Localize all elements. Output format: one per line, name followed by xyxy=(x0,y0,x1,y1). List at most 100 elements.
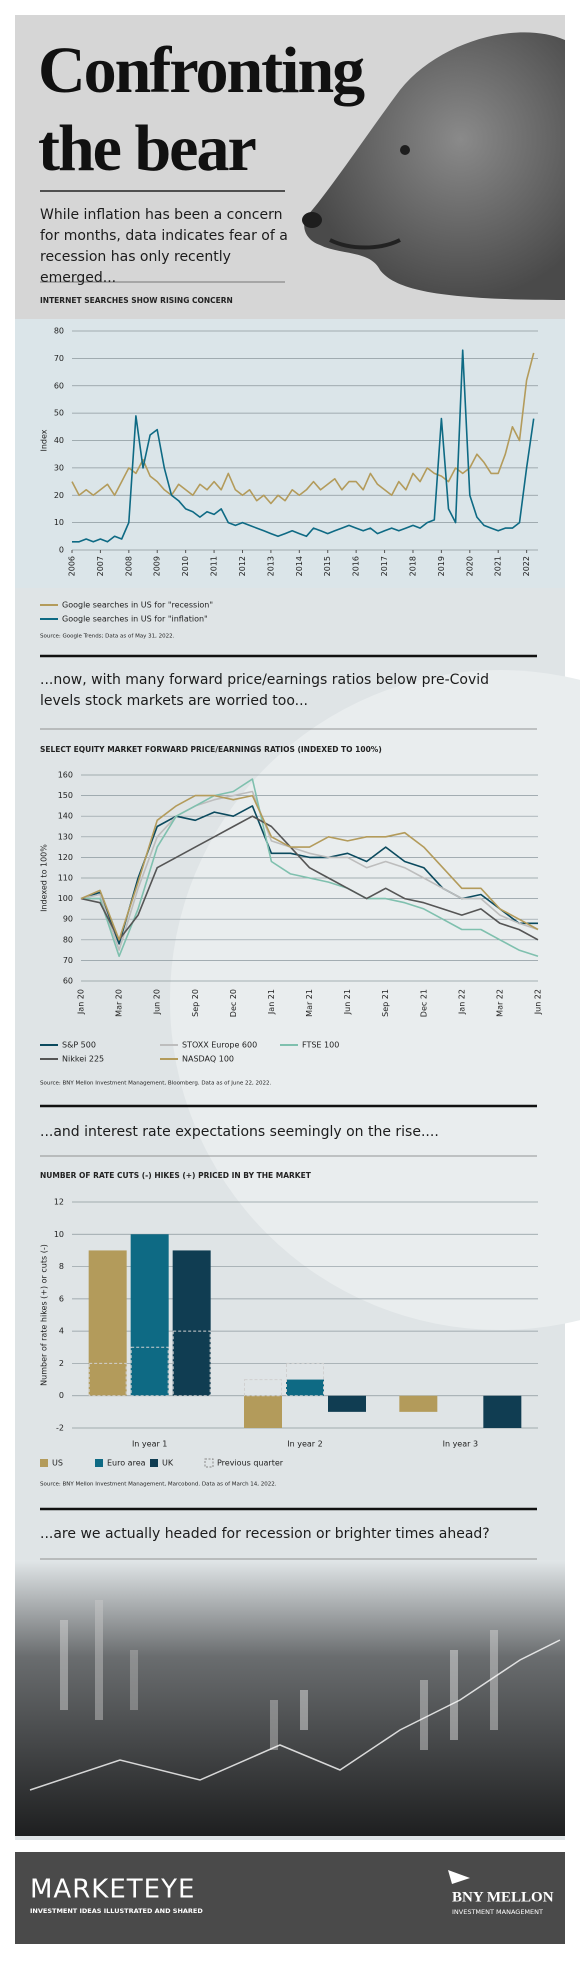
chart-panel xyxy=(15,319,565,588)
x-tick-label: 2006 xyxy=(68,556,77,576)
bar xyxy=(399,1395,438,1412)
bar xyxy=(172,1250,211,1396)
x-tick-label: 2016 xyxy=(352,556,361,576)
series-line xyxy=(81,778,539,958)
y-tick-label: 120 xyxy=(58,853,73,862)
footer-division: INVESTMENT MANAGEMENT xyxy=(452,1908,543,1916)
y-tick-label: 90 xyxy=(63,915,73,924)
legend-label: STOXX Europe 600 xyxy=(182,1041,257,1050)
footer-tagline: INVESTMENT IDEAS ILLUSTRATED AND SHARED xyxy=(30,1907,203,1915)
footer-band xyxy=(15,1852,565,1944)
x-tick-label: Jan 20 xyxy=(77,989,86,1015)
title-line: Confronting xyxy=(38,34,365,107)
y-tick-label: 6 xyxy=(59,1294,64,1303)
x-tick-label: Sep 20 xyxy=(191,989,200,1017)
previous-bar xyxy=(172,1330,211,1397)
x-tick-label: 2020 xyxy=(465,556,474,576)
page-title: Confronting the bear xyxy=(38,32,365,188)
x-tick-label: 2011 xyxy=(210,556,219,576)
x-tick-label: Mar 22 xyxy=(495,989,504,1017)
legend-label: Nikkei 225 xyxy=(62,1055,104,1064)
bar xyxy=(286,1379,324,1396)
x-tick-label: Dec 20 xyxy=(229,989,238,1017)
y-tick-label: 8 xyxy=(59,1262,64,1271)
narrative: ...and interest rate expectations seemin… xyxy=(40,1124,439,1140)
legend-label: Euro area xyxy=(107,1459,146,1468)
bear-nose xyxy=(302,212,322,228)
bear-mouth xyxy=(329,238,401,250)
legend-label: S&P 500 xyxy=(62,1041,96,1050)
series-line xyxy=(80,794,539,941)
y-tick-label: 110 xyxy=(58,874,73,883)
x-tick-label: 2014 xyxy=(295,556,304,576)
legend-label: FTSE 100 xyxy=(302,1041,339,1050)
y-tick-label: 140 xyxy=(58,812,73,821)
bar xyxy=(130,1234,169,1396)
previous-bar xyxy=(130,1346,169,1397)
y-tick-label: 80 xyxy=(54,327,64,336)
legend-swatch xyxy=(95,1459,103,1467)
footer-company: BNY MELLON xyxy=(452,1889,554,1905)
x-tick-label: Sep 21 xyxy=(381,989,390,1017)
x-tick-label: 2017 xyxy=(380,556,389,576)
title-line: the bear xyxy=(38,112,257,185)
x-tick-label: 2021 xyxy=(494,556,503,576)
y-tick-label: 40 xyxy=(54,436,64,445)
source-note: Source: BNY Mellon Investment Management… xyxy=(40,1482,277,1488)
y-tick-label: 150 xyxy=(58,791,73,800)
logo-mark xyxy=(448,1870,470,1884)
bar xyxy=(328,1395,366,1412)
chart-title: INTERNET SEARCHES SHOW RISING CONCERN xyxy=(40,296,233,305)
legend-label: Previous quarter xyxy=(217,1459,284,1468)
x-tick-label: 2008 xyxy=(124,556,133,576)
x-tick-label: 2009 xyxy=(153,556,162,576)
series-line xyxy=(80,815,539,941)
bar xyxy=(244,1395,282,1428)
footer-brand: MARKETEYE xyxy=(30,1875,195,1905)
y-axis-label: Index xyxy=(40,429,49,451)
x-tick-label: 2022 xyxy=(522,556,531,576)
series-line xyxy=(71,352,535,505)
y-tick-label: 20 xyxy=(54,491,64,500)
x-tick-label: Jun 21 xyxy=(343,989,352,1015)
backdrop-circle xyxy=(170,670,580,1330)
y-tick-label: 4 xyxy=(59,1327,64,1336)
source-note: Source: Google Trends; Data as of May 31… xyxy=(40,634,175,640)
x-tick-label: Jun 20 xyxy=(153,989,162,1015)
photo-backdrop xyxy=(15,1560,565,1836)
x-tick-label: In year 2 xyxy=(287,1440,322,1449)
y-tick-label: 10 xyxy=(54,518,64,527)
candles-decoration xyxy=(60,1600,498,1750)
y-tick-label: 130 xyxy=(58,832,73,841)
y-tick-label: 0 xyxy=(59,546,64,555)
narrative: ...are we actually headed for recession … xyxy=(40,1526,490,1542)
x-tick-label: 2010 xyxy=(181,556,190,576)
x-tick-label: Jan 21 xyxy=(267,989,276,1015)
bear-eye xyxy=(400,145,410,155)
chart-title: NUMBER OF RATE CUTS (-) HIKES (+) PRICED… xyxy=(40,1171,312,1180)
x-tick-label: Mar 21 xyxy=(305,989,314,1017)
legend-swatch xyxy=(40,1459,48,1467)
x-tick-label: 2012 xyxy=(238,556,247,576)
x-tick-label: In year 1 xyxy=(132,1440,167,1449)
legend-swatch xyxy=(150,1459,158,1467)
y-tick-label: 60 xyxy=(54,381,64,390)
source-note: Source: BNY Mellon Investment Management… xyxy=(40,1081,271,1087)
y-tick-label: 12 xyxy=(54,1198,64,1207)
y-axis-label: Number of rate hikes (+) or cuts (-) xyxy=(40,1244,49,1386)
previous-bar xyxy=(88,1362,127,1397)
x-tick-label: Dec 21 xyxy=(419,989,428,1017)
y-tick-label: -2 xyxy=(56,1424,64,1433)
y-tick-label: 60 xyxy=(63,977,73,986)
x-tick-label: In year 3 xyxy=(443,1440,478,1449)
previous-bar xyxy=(244,1379,282,1397)
bar xyxy=(88,1250,127,1396)
x-tick-label: 2018 xyxy=(408,556,417,576)
y-tick-label: 50 xyxy=(54,409,64,418)
y-tick-label: 10 xyxy=(54,1230,64,1239)
previous-bar xyxy=(286,1362,324,1397)
x-tick-label: 2007 xyxy=(96,556,105,576)
legend-label: NASDAQ 100 xyxy=(182,1055,234,1064)
legend-label: UK xyxy=(162,1459,174,1468)
